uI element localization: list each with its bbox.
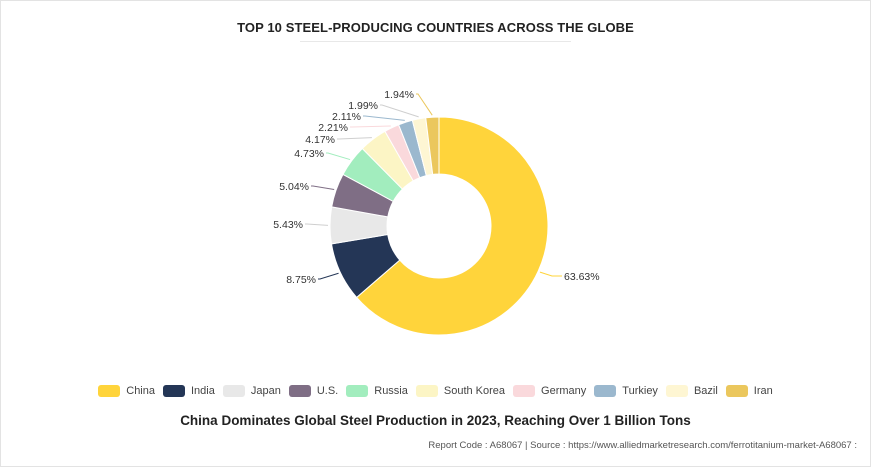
legend-item-south-korea[interactable]: South Korea bbox=[415, 385, 506, 398]
data-label-india: 8.75% bbox=[286, 274, 316, 286]
legend-swatch-iran bbox=[725, 385, 748, 398]
slice-china[interactable] bbox=[355, 116, 549, 336]
title-underline bbox=[300, 41, 571, 42]
report-footer: Report Code : A68067 | Source : https://… bbox=[428, 440, 857, 451]
legend-swatch-u-s bbox=[288, 385, 311, 398]
legend-item-turkiey[interactable]: Turkiey bbox=[594, 385, 658, 398]
legend-swatch-russia bbox=[346, 385, 369, 398]
leader-line-china bbox=[539, 271, 562, 277]
legend-item-china[interactable]: China bbox=[98, 385, 155, 398]
leader-line-bazil bbox=[380, 104, 419, 118]
legend-item-u-s[interactable]: U.S. bbox=[288, 385, 339, 398]
data-label-russia: 4.73% bbox=[294, 148, 324, 160]
legend-label-turkiey: Turkiey bbox=[622, 385, 658, 398]
data-label-iran: 1.94% bbox=[384, 89, 414, 101]
legend-item-japan[interactable]: Japan bbox=[222, 385, 281, 398]
leader-line-russia bbox=[326, 152, 351, 161]
legend-label-japan: Japan bbox=[250, 385, 281, 398]
legend-item-germany[interactable]: Germany bbox=[513, 385, 587, 398]
leader-line-germany bbox=[350, 125, 391, 128]
legend-label-germany: Germany bbox=[541, 385, 587, 398]
leader-line-south-korea bbox=[337, 137, 372, 140]
legend-swatch-china bbox=[98, 385, 121, 398]
leader-line-iran bbox=[416, 93, 433, 116]
legend-item-iran[interactable]: Iran bbox=[725, 385, 773, 398]
legend-item-russia[interactable]: Russia bbox=[346, 385, 408, 398]
legend-item-india[interactable]: India bbox=[163, 385, 215, 398]
legend-label-india: India bbox=[191, 385, 215, 398]
legend-label-iran: Iran bbox=[753, 385, 773, 398]
legend-swatch-germany bbox=[513, 385, 536, 398]
legend-swatch-turkiey bbox=[594, 385, 617, 398]
data-label-germany: 2.21% bbox=[318, 122, 348, 134]
chart-title: TOP 10 STEEL-PRODUCING COUNTRIES ACROSS … bbox=[237, 20, 634, 35]
data-label-south-korea: 4.17% bbox=[305, 134, 335, 146]
chart-caption: China Dominates Global Steel Production … bbox=[180, 413, 691, 428]
legend-swatch-india bbox=[163, 385, 185, 398]
legend-label-u-s: U.S. bbox=[316, 385, 339, 398]
leader-line-japan bbox=[305, 223, 329, 226]
slice-iran[interactable] bbox=[425, 116, 440, 175]
data-label-turkiey: 2.11% bbox=[332, 111, 361, 123]
legend-label-bazil: Bazil bbox=[693, 385, 718, 398]
legend-item-bazil[interactable]: Bazil bbox=[665, 385, 718, 398]
data-label-japan: 5.43% bbox=[273, 219, 303, 231]
legend-swatch-japan bbox=[222, 385, 245, 398]
data-label-u-s: 5.04% bbox=[279, 181, 309, 193]
leader-line-turkiey bbox=[363, 115, 405, 121]
legend-swatch-bazil bbox=[665, 385, 688, 398]
data-label-bazil: 1.99% bbox=[348, 100, 378, 112]
legend-label-south-korea: South Korea bbox=[443, 385, 506, 398]
chart-legend: China India Japan U.S. Russia South Korea Germ… bbox=[0, 385, 871, 398]
legend-label-china: China bbox=[126, 385, 155, 398]
legend-label-russia: Russia bbox=[374, 385, 408, 398]
leader-line-u-s bbox=[311, 185, 335, 191]
data-label-china: 63.63% bbox=[564, 271, 600, 283]
legend-swatch-south-korea bbox=[415, 385, 438, 398]
leader-line-india bbox=[318, 272, 339, 280]
